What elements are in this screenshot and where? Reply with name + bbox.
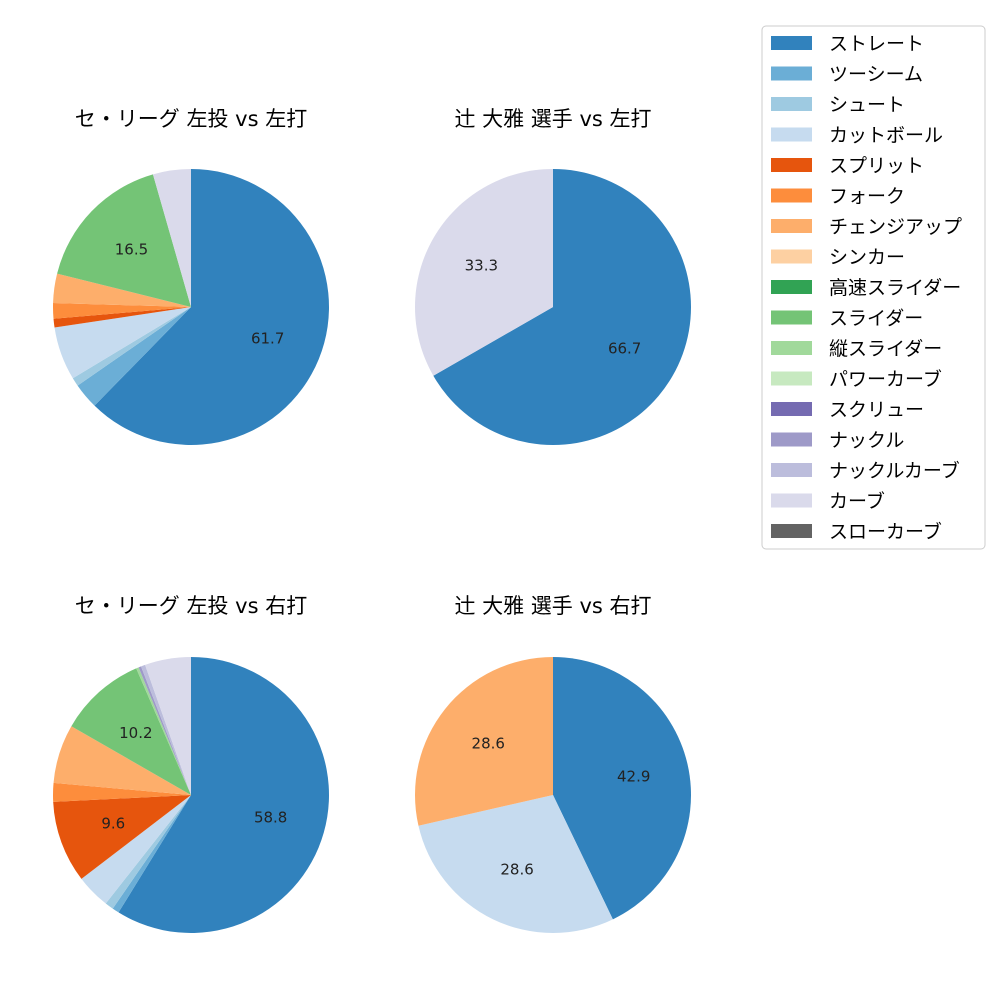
pie-value-label: 9.6 bbox=[101, 815, 125, 833]
pie-value-label: 28.6 bbox=[472, 734, 505, 752]
legend-label: ナックルカーブ bbox=[829, 459, 960, 482]
legend-swatch bbox=[771, 249, 812, 264]
pie-value-label: 58.8 bbox=[254, 809, 287, 827]
pie-labels: 42.9 28.6 28.6 bbox=[472, 734, 651, 878]
legend-swatch bbox=[771, 188, 812, 203]
legend-frame bbox=[761, 25, 986, 550]
legend-swatch bbox=[771, 524, 812, 538]
legend-swatch bbox=[771, 36, 812, 50]
legend-label: ストレート bbox=[829, 33, 924, 55]
pie-slice-slice-0 bbox=[118, 657, 329, 933]
pie-chart-4: 辻 大雅 選手 vs 右打 bbox=[454, 594, 651, 618]
legend-swatch bbox=[771, 158, 812, 172]
pie-slice-slice-5 bbox=[53, 782, 192, 802]
pie-slice-slice-2 bbox=[415, 657, 553, 826]
legend-label: スクリュー bbox=[829, 399, 924, 421]
pie-chart-2: 辻 大雅 選手 vs 左打 58.8 9.6 10.2 bbox=[53, 107, 652, 933]
pie-labels: 58.8 9.6 10.2 bbox=[101, 724, 287, 832]
legend-label: ナックル bbox=[829, 430, 904, 452]
pie-slice-slice-2 bbox=[105, 795, 191, 909]
pie-slice-slice-4 bbox=[53, 795, 191, 879]
legend-label: カットボール bbox=[829, 125, 943, 147]
pie-slice-slice-6 bbox=[53, 273, 192, 307]
pie-value-label: 28.6 bbox=[500, 861, 533, 879]
pie-title: 辻 大雅 選手 vs 右打 bbox=[454, 594, 651, 618]
legend-swatch bbox=[771, 127, 812, 142]
pie-slice-slice-0 bbox=[94, 169, 330, 446]
legend-label: ツーシーム bbox=[829, 64, 923, 86]
legend-swatch bbox=[771, 310, 812, 325]
legend-label: カーブ bbox=[829, 490, 885, 513]
legend-items: ストレートツーシームシュートカットボールスプリットフォークチェンジアップシンカー… bbox=[771, 33, 962, 543]
pie-value-label: 33.3 bbox=[465, 257, 498, 275]
pie-slice-slice-7 bbox=[71, 668, 191, 795]
pie-title: セ・リーグ 左投 vs 左打 bbox=[75, 107, 307, 131]
legend-label: スプリット bbox=[829, 155, 924, 177]
pie-labels: 61.7 16.5 66.7 33.3 bbox=[115, 240, 642, 357]
pie-slice-slice-2 bbox=[72, 307, 191, 386]
legend-swatch bbox=[771, 66, 812, 81]
legend-label: パワーカーブ bbox=[829, 368, 942, 391]
legend-swatch bbox=[771, 219, 812, 233]
pie-slice-slice-5 bbox=[53, 303, 191, 319]
legend-swatch bbox=[771, 402, 812, 416]
legend-swatch bbox=[771, 341, 812, 355]
legend: ストレートツーシームシュートカットボールスプリットフォークチェンジアップシンカー… bbox=[761, 25, 986, 550]
pie-slice-slice-7 bbox=[57, 174, 192, 307]
pie-slice-slice-1 bbox=[418, 795, 613, 933]
pie-value-label: 10.2 bbox=[119, 724, 152, 742]
legend-label: スライダー bbox=[829, 308, 923, 330]
legend-swatch bbox=[771, 493, 812, 508]
legend-label: 縦スライダー bbox=[829, 338, 942, 360]
pie-slice-slice-6 bbox=[53, 726, 191, 795]
legend-swatch bbox=[771, 371, 812, 386]
legend-swatch bbox=[771, 463, 812, 477]
legend-label: シンカー bbox=[829, 247, 905, 269]
legend-label: スローカーブ bbox=[829, 520, 942, 543]
pie-value-label: 61.7 bbox=[251, 329, 284, 347]
pie-title: セ・リーグ 左投 vs 右打 bbox=[75, 594, 307, 618]
pie-slices bbox=[53, 657, 329, 933]
pie-slice-slice-8 bbox=[136, 667, 191, 795]
pie-slice-slice-0 bbox=[553, 657, 692, 920]
pie-chart-3: セ・リーグ 左投 vs 右打 42.9 28.6 28.6 bbox=[75, 594, 692, 933]
pie-chart-1: セ・リーグ 左投 vs 左打 61.7 16.5 66.7 33.3 bbox=[53, 107, 691, 446]
pie-slice-slice-8 bbox=[152, 169, 191, 307]
pie-slice-slice-1 bbox=[112, 795, 191, 913]
pie-slices bbox=[415, 657, 692, 933]
pie-slice-slice-1 bbox=[414, 169, 553, 376]
legend-swatch bbox=[771, 97, 812, 111]
legend-label: シュート bbox=[829, 94, 905, 116]
pie-slice-slice-4 bbox=[53, 307, 191, 328]
pie-value-label: 66.7 bbox=[608, 339, 641, 357]
pie-slice-slice-0 bbox=[433, 169, 691, 445]
legend-swatch bbox=[771, 432, 812, 447]
legend-swatch bbox=[771, 280, 812, 294]
pie-slice-slice-11 bbox=[145, 657, 191, 795]
pie-slice-slice-3 bbox=[54, 307, 191, 379]
pie-slice-slice-1 bbox=[77, 307, 191, 406]
legend-label: 高速スライダー bbox=[829, 277, 961, 299]
pie-slice-slice-9 bbox=[138, 666, 191, 795]
pie-value-label: 42.9 bbox=[617, 768, 650, 786]
pie-slice-slice-3 bbox=[81, 795, 191, 904]
pie-slices bbox=[53, 169, 691, 446]
pie-slice-slice-10 bbox=[141, 664, 191, 795]
pie-title: 辻 大雅 選手 vs 左打 bbox=[454, 107, 651, 131]
legend-label: フォーク bbox=[829, 186, 905, 208]
legend-label: チェンジアップ bbox=[829, 216, 962, 238]
pie-value-label: 16.5 bbox=[115, 240, 148, 258]
